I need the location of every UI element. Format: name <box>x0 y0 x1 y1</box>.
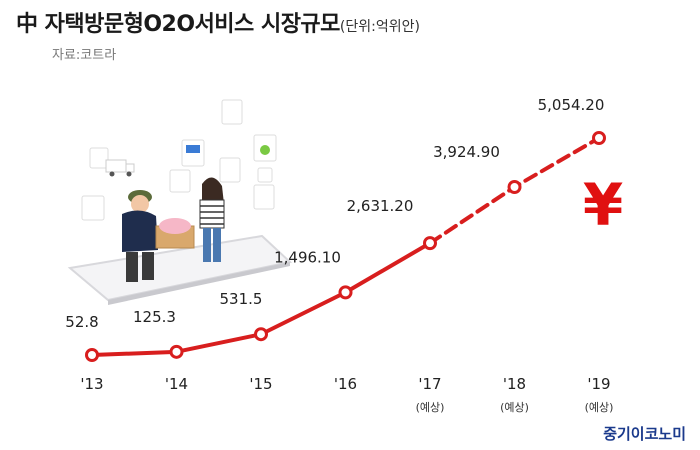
x-tick-label-5: '18 <box>503 375 526 393</box>
o2o-delivery-illustration-icon <box>67 99 293 305</box>
x-tick-label-1: '14 <box>165 375 188 393</box>
source-label: 자료:코트라 <box>52 48 117 63</box>
data-label-0: 52.8 <box>65 313 98 331</box>
data-label-1: 125.3 <box>133 308 176 326</box>
x-tick-labels: '13 '14 '15 '16 '17 (예상) '18 (예상) '19 (예상) <box>80 375 613 414</box>
data-point-1 <box>169 344 184 359</box>
x-tick-label-6: '19 <box>587 375 610 393</box>
unit-label: (단위:억위안) <box>339 19 420 35</box>
data-label-3: 1,496.10 <box>274 248 341 266</box>
data-labels: 52.8 125.3 531.5 1,496.10 2,631.20 3,924.90 5,… <box>65 96 604 331</box>
data-point-5 <box>507 179 522 194</box>
data-label-2: 531.5 <box>220 290 263 308</box>
x-tick-label-3: '16 <box>334 375 357 393</box>
x-sublabel-5: (예상) <box>500 401 529 414</box>
data-label-5: 3,924.90 <box>433 143 500 161</box>
data-point-2 <box>254 327 268 342</box>
data-label-6: 5,054.20 <box>538 96 605 114</box>
data-point-4 <box>423 236 437 251</box>
data-point-6 <box>592 131 606 145</box>
chart-title-text: 中 자택방문형O2O서비스 시장규모 <box>16 12 340 37</box>
chart-title: 中 자택방문형O2O서비스 시장규모(단위:억위안) <box>16 6 420 38</box>
data-point-0 <box>85 348 99 362</box>
x-sublabel-4: (예상) <box>416 401 445 414</box>
data-label-4: 2,631.20 <box>347 197 414 215</box>
x-tick-label-0: '13 <box>80 375 103 393</box>
brand-logo: 중기이코노미 <box>603 425 686 443</box>
x-sublabel-6: (예상) <box>585 401 614 414</box>
data-point-3 <box>338 285 353 300</box>
yuan-symbol-icon: ¥ <box>583 171 623 239</box>
data-points <box>85 131 606 362</box>
x-tick-label-4: '17 <box>418 375 441 393</box>
x-tick-label-2: '15 <box>249 375 272 393</box>
